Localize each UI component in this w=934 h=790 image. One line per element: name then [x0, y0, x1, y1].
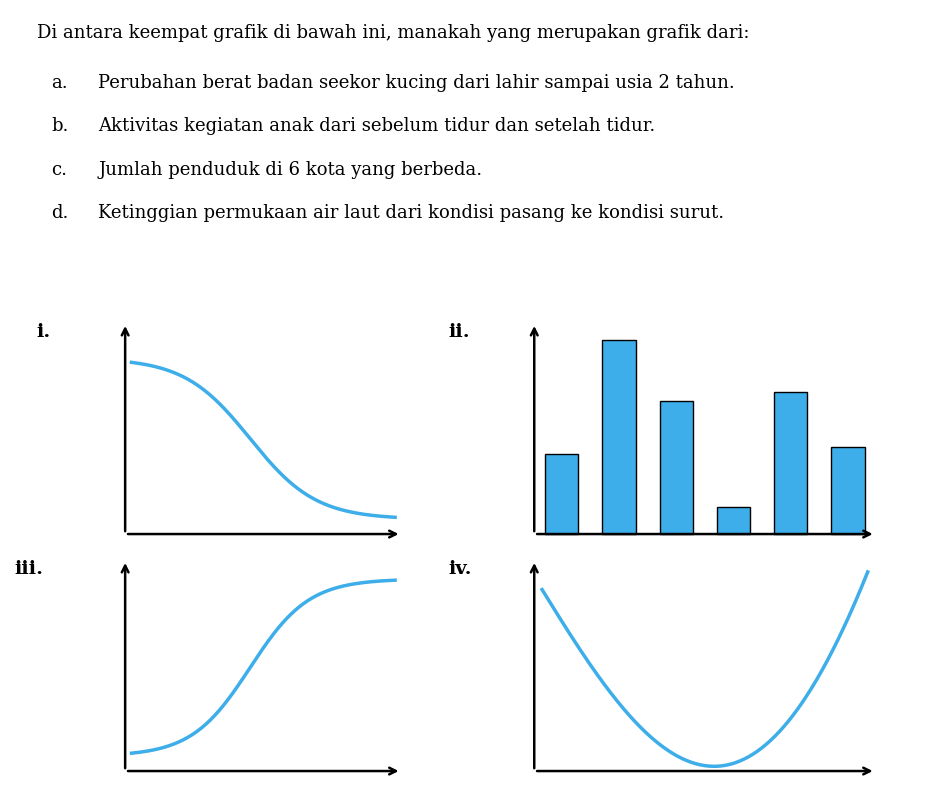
Text: Ketinggian permukaan air laut dari kondisi pasang ke kondisi surut.: Ketinggian permukaan air laut dari kondi…: [98, 204, 724, 222]
Text: b.: b.: [51, 117, 69, 135]
Text: c.: c.: [51, 160, 67, 179]
Bar: [831, 447, 865, 534]
Text: iv.: iv.: [448, 560, 472, 578]
Text: a.: a.: [51, 73, 68, 92]
Text: d.: d.: [51, 204, 69, 222]
Bar: [545, 454, 578, 534]
Bar: [602, 340, 636, 534]
Text: Aktivitas kegiatan anak dari sebelum tidur dan setelah tidur.: Aktivitas kegiatan anak dari sebelum tid…: [98, 117, 656, 135]
Bar: [717, 506, 750, 534]
Text: iii.: iii.: [14, 560, 43, 578]
Text: Jumlah penduduk di 6 kota yang berbeda.: Jumlah penduduk di 6 kota yang berbeda.: [98, 160, 482, 179]
Bar: [659, 401, 693, 534]
Text: i.: i.: [36, 323, 50, 341]
Text: ii.: ii.: [448, 323, 470, 341]
Bar: [774, 393, 808, 534]
Text: Di antara keempat grafik di bawah ini, manakah yang merupakan grafik dari:: Di antara keempat grafik di bawah ini, m…: [37, 24, 750, 42]
Text: Perubahan berat badan seekor kucing dari lahir sampai usia 2 tahun.: Perubahan berat badan seekor kucing dari…: [98, 73, 735, 92]
